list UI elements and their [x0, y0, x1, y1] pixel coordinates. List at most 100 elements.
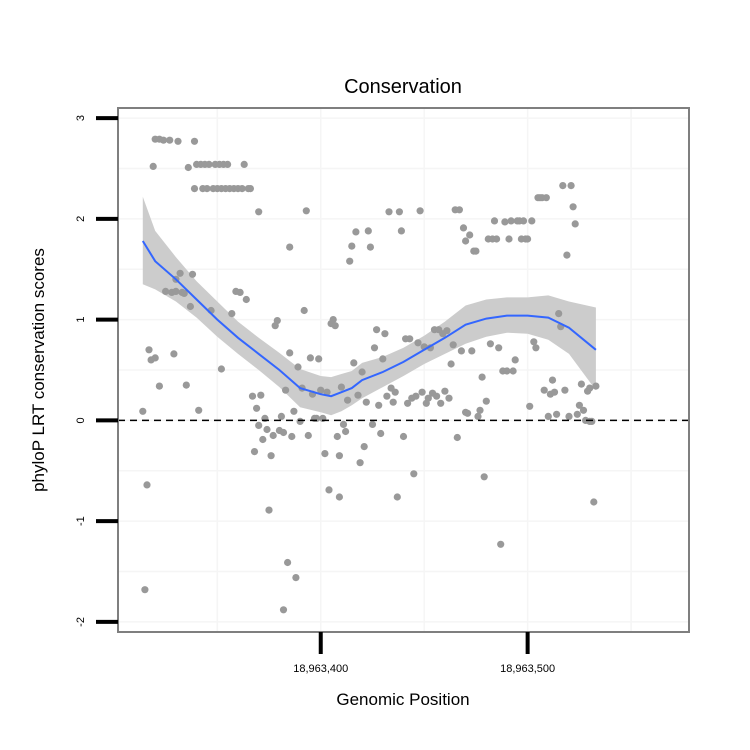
data-point — [339, 420, 348, 428]
data-point — [540, 386, 548, 394]
data-point — [414, 339, 422, 347]
data-point — [478, 373, 486, 381]
data-point — [242, 295, 250, 304]
data-point — [284, 558, 292, 567]
data-point — [445, 394, 453, 402]
data-point — [277, 412, 285, 420]
data-point — [360, 443, 368, 451]
data-point — [532, 344, 540, 352]
data-point — [236, 288, 244, 296]
data-point — [575, 401, 584, 409]
data-point — [205, 160, 213, 168]
data-point — [325, 486, 333, 494]
plot-panel-border — [117, 107, 690, 633]
data-point — [273, 317, 281, 325]
data-point — [335, 452, 343, 460]
data-point — [462, 237, 470, 245]
data-point — [203, 185, 211, 193]
data-point — [418, 388, 426, 396]
chart-title: Conservation — [344, 76, 462, 98]
data-point — [282, 386, 290, 394]
data-point — [505, 235, 513, 243]
data-point — [579, 406, 588, 414]
data-point — [406, 335, 414, 343]
data-point — [524, 235, 532, 243]
data-point — [497, 540, 505, 548]
data-point — [410, 470, 418, 478]
data-point — [519, 217, 528, 225]
data-point — [182, 381, 190, 389]
y-tick-label: -1 — [75, 516, 87, 526]
data-point — [228, 310, 236, 318]
data-point — [476, 406, 484, 414]
gridlines — [118, 108, 689, 632]
data-point — [190, 137, 199, 145]
y-tick-label: 2 — [75, 216, 87, 222]
data-point — [573, 410, 581, 418]
data-point — [286, 349, 294, 357]
data-point — [449, 341, 457, 349]
data-point — [166, 136, 174, 144]
scatter-points-layer — [139, 135, 600, 614]
data-point — [174, 137, 182, 145]
data-point — [348, 242, 356, 250]
data-point — [350, 359, 358, 367]
data-point — [577, 380, 586, 388]
data-point — [141, 586, 149, 594]
data-point — [404, 399, 412, 407]
data-point — [507, 217, 515, 225]
data-point — [379, 355, 387, 363]
data-point — [358, 368, 366, 376]
data-point — [333, 432, 341, 441]
data-point — [224, 160, 232, 168]
data-point — [302, 207, 310, 215]
data-point — [304, 431, 312, 440]
data-point — [373, 326, 381, 334]
data-point — [159, 136, 168, 144]
confidence-band — [142, 196, 596, 416]
data-point — [259, 435, 267, 444]
y-tick-label: 0 — [75, 417, 87, 423]
data-point — [555, 310, 563, 318]
data-point — [455, 206, 463, 214]
data-point — [561, 386, 569, 394]
data-point — [542, 194, 550, 202]
data-point — [493, 235, 501, 243]
data-point — [375, 401, 383, 409]
data-point — [139, 407, 147, 415]
data-point — [530, 338, 538, 346]
data-point — [286, 243, 294, 251]
data-point — [468, 347, 476, 355]
data-point — [501, 218, 509, 226]
data-point — [503, 367, 511, 375]
data-point — [466, 231, 474, 239]
data-point — [292, 574, 300, 582]
data-point — [563, 251, 571, 259]
data-point — [569, 203, 577, 211]
data-point — [459, 224, 468, 232]
data-point — [315, 355, 323, 363]
data-point — [559, 182, 567, 190]
data-point — [151, 354, 159, 362]
data-point — [255, 208, 263, 216]
data-point — [344, 396, 352, 404]
data-point — [195, 406, 203, 414]
data-point — [399, 432, 408, 441]
data-point — [381, 330, 389, 338]
data-point — [331, 322, 339, 330]
data-point — [188, 270, 197, 278]
data-point — [553, 410, 561, 418]
data-point — [356, 459, 364, 467]
data-point — [548, 376, 557, 384]
data-point — [186, 302, 194, 311]
data-point — [482, 397, 490, 405]
data-point — [346, 257, 354, 265]
data-point — [240, 160, 248, 168]
data-point — [155, 382, 163, 390]
data-point — [269, 431, 277, 440]
x-tick-label: 18,963,500 — [500, 663, 555, 675]
data-point — [571, 220, 579, 228]
data-point — [321, 450, 329, 458]
data-point — [526, 402, 534, 410]
